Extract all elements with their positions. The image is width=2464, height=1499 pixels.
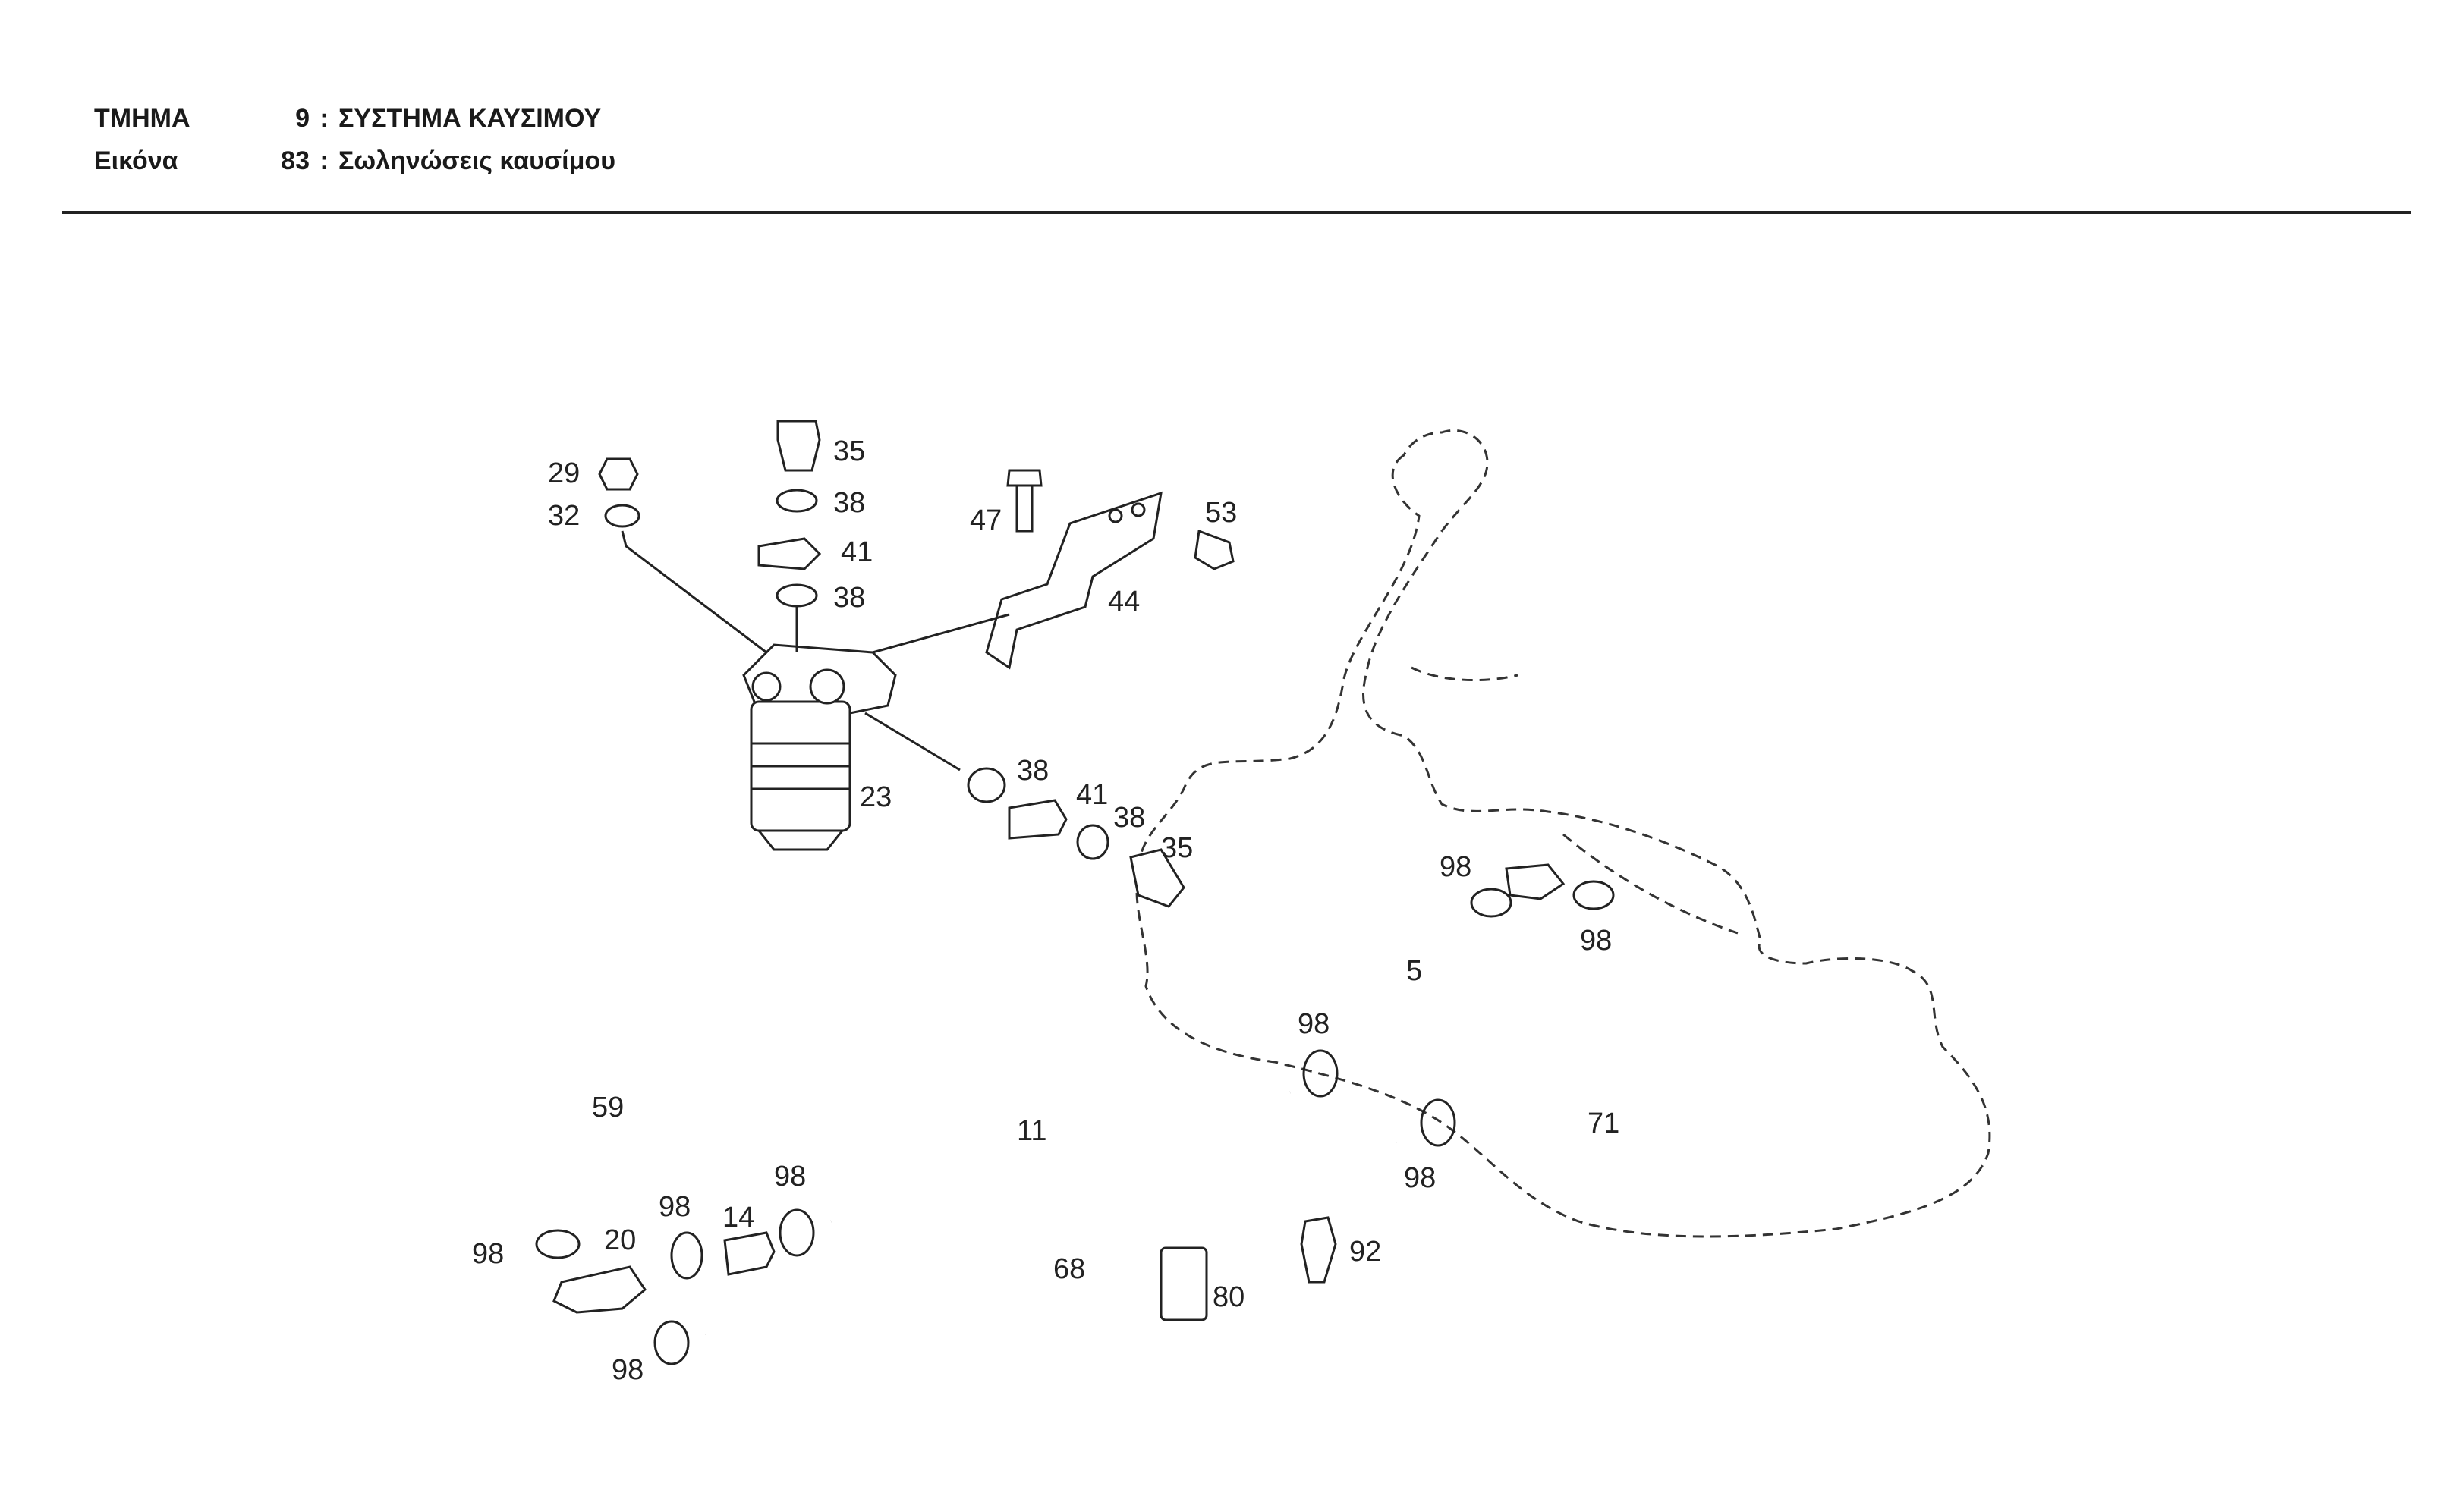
leader-lines: [621, 530, 1010, 771]
callout-38-top: 38: [833, 487, 865, 519]
callout-35-banjo: 35: [1161, 832, 1193, 864]
callout-98-pipe11-left: 98: [774, 1161, 806, 1193]
figure-header: ΤΜΗΜΑ 9 : ΣΥΣΤΗΜΑ ΚΑΥΣΙΜΟΥ Εικόνα 83 : Σ…: [94, 97, 615, 182]
small-fittings: [598, 420, 1235, 908]
engine-outline: [1135, 429, 1991, 1238]
callout-38-banjo: 38: [1113, 802, 1145, 834]
callout-38-mid: 38: [833, 582, 865, 614]
callout-98-pipe71: 98: [1404, 1162, 1436, 1194]
figure-separator: :: [319, 146, 329, 175]
callout-59: 59: [592, 1092, 624, 1123]
figure-number: 83: [281, 146, 310, 175]
callout-38-filter: 38: [1017, 755, 1049, 787]
figure-title: Σωληνώσεις καυσίμου: [338, 146, 615, 175]
callout-41-filter: 41: [1076, 779, 1108, 811]
callout-53: 53: [1205, 497, 1237, 529]
figure-row: Εικόνα 83 : Σωληνώσεις καυσίμου: [94, 140, 615, 182]
section-label: ΤΜΗΜΑ: [94, 104, 190, 133]
clamps-and-fittings: [535, 863, 1615, 1365]
section-title: ΣΥΣΤΗΜΑ ΚΑΥΣΙΜΟΥ: [338, 104, 602, 133]
callout-98-pipe11: 98: [1298, 1008, 1330, 1040]
callout-44: 44: [1108, 586, 1140, 618]
callout-23: 23: [860, 781, 892, 813]
callout-35-top: 35: [833, 435, 865, 467]
section-number: 9: [295, 104, 310, 133]
callout-98-pipe68: 98: [612, 1354, 644, 1386]
bracket: [985, 491, 1163, 670]
callout-98-bottom-left: 98: [472, 1238, 504, 1270]
callout-41-top: 41: [841, 536, 873, 568]
callout-92: 92: [1349, 1236, 1381, 1268]
callout-29: 29: [548, 457, 580, 489]
header-divider: [62, 211, 2411, 214]
figure-label: Εικόνα: [94, 146, 178, 175]
fuel-filter: [742, 643, 897, 851]
section-row: ΤΜΗΜΑ 9 : ΣΥΣΤΗΜΑ ΚΑΥΣΙΜΟΥ: [94, 97, 615, 140]
callout-98-tank-left: 98: [1440, 851, 1471, 883]
fuel-pipes: [546, 831, 1676, 1337]
callout-11: 11: [1017, 1115, 1046, 1147]
callout-20: 20: [604, 1224, 636, 1256]
section-separator: :: [319, 104, 329, 133]
callout-32: 32: [548, 500, 580, 532]
callout-labels: 29 32 35 38 41 38 47 53 44 23 38 41 38 3…: [472, 435, 1619, 1386]
callout-47: 47: [970, 504, 1002, 536]
callout-68: 68: [1053, 1253, 1085, 1285]
callout-5: 5: [1406, 955, 1422, 987]
callout-71: 71: [1588, 1108, 1619, 1139]
callout-98-fitting14: 98: [659, 1191, 691, 1223]
callout-98-tank-right: 98: [1580, 925, 1612, 957]
callout-14: 14: [722, 1202, 754, 1233]
callout-80: 80: [1213, 1281, 1245, 1313]
